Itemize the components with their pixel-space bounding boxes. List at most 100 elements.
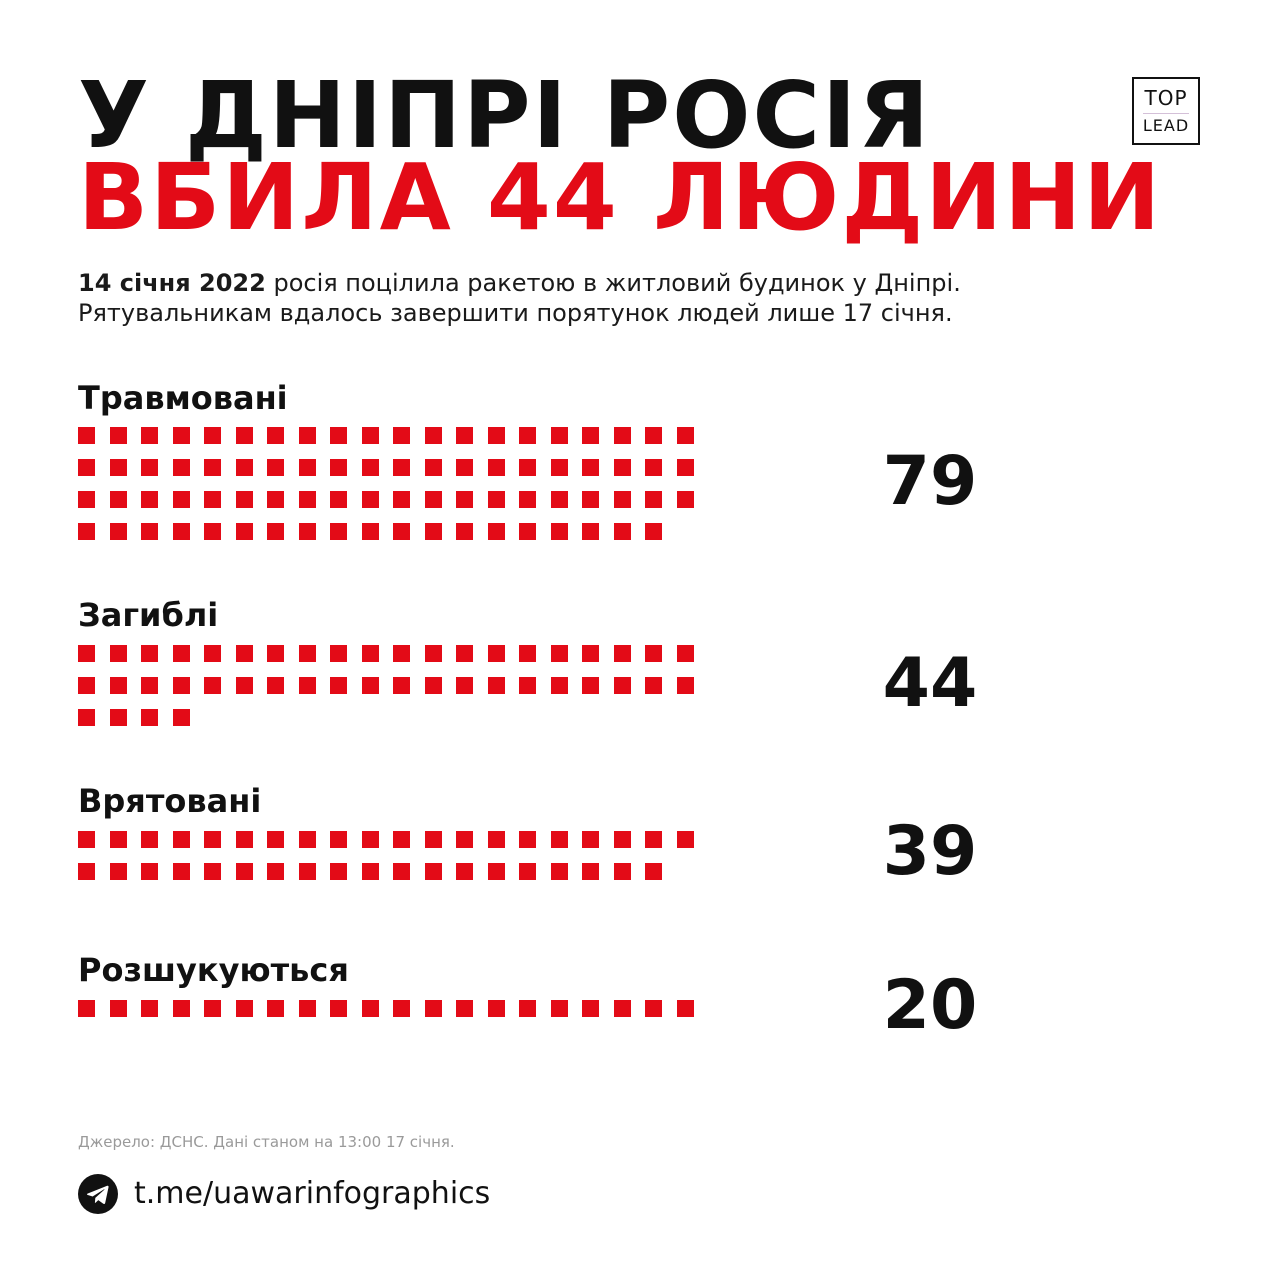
- waffle-square: [172, 709, 190, 726]
- waffle-square: [172, 1000, 190, 1017]
- waffle-square: [393, 427, 410, 444]
- waffle-square: [235, 459, 253, 476]
- waffle-square: [267, 491, 284, 508]
- waffle-square: [267, 459, 284, 476]
- waffle-square: [109, 863, 127, 880]
- waffle-square: [141, 831, 158, 848]
- waffle-square: [456, 427, 473, 444]
- title-line-1: У ДНІПРІ РОСІЯ: [78, 62, 932, 169]
- waffle-square: [550, 831, 568, 848]
- waffle-square: [550, 863, 568, 880]
- waffle-square: [235, 645, 253, 662]
- waffle-square: [645, 645, 662, 662]
- value-rescued: 39: [882, 812, 978, 891]
- waffle-square: [141, 677, 158, 694]
- category-label-injured: Травмовані: [78, 379, 288, 417]
- waffle-square: [109, 491, 127, 508]
- waffle-square: [204, 427, 221, 444]
- waffle-square: [424, 523, 442, 540]
- waffle-square: [676, 459, 694, 476]
- waffle-square: [109, 427, 127, 444]
- waffle-square: [141, 459, 158, 476]
- logo-top-text: TOP: [1144, 86, 1188, 110]
- waffle-square: [582, 677, 599, 694]
- telegram-link[interactable]: t.me/uawarinfographics: [134, 1176, 491, 1211]
- waffle-square: [204, 459, 221, 476]
- waffle-square: [613, 1000, 631, 1017]
- waffle-square: [393, 831, 410, 848]
- waffle-square: [267, 831, 284, 848]
- waffle-square: [172, 831, 190, 848]
- waffle-square: [424, 1000, 442, 1017]
- waffle-square: [172, 427, 190, 444]
- waffle-square: [298, 1000, 316, 1017]
- waffle-square: [393, 645, 410, 662]
- waffle-square: [204, 863, 221, 880]
- logo-divider: [1143, 113, 1189, 114]
- value-missing: 20: [882, 966, 978, 1045]
- waffle-square: [172, 645, 190, 662]
- waffle-square: [613, 831, 631, 848]
- waffle-square: [550, 677, 568, 694]
- waffle-square: [613, 863, 631, 880]
- waffle-square: [204, 645, 221, 662]
- waffle-square: [424, 831, 442, 848]
- waffle-square: [487, 427, 505, 444]
- waffle-square: [141, 863, 158, 880]
- waffle-square: [235, 831, 253, 848]
- waffle-square: [267, 427, 284, 444]
- waffle-square: [78, 677, 95, 694]
- category-label-rescued: Врятовані: [78, 782, 262, 820]
- waffle-square: [172, 677, 190, 694]
- waffle-square: [361, 491, 379, 508]
- waffle-square: [613, 459, 631, 476]
- waffle-square: [267, 863, 284, 880]
- intro-rest: росія поцілила ракетою в житловий будино…: [265, 269, 961, 297]
- waffle-square: [78, 1000, 95, 1017]
- waffle-square: [676, 491, 694, 508]
- waffle-square: [78, 709, 95, 726]
- waffle-square: [78, 459, 95, 476]
- title-line-2: ВБИЛА 44 ЛЮДИНИ: [78, 144, 1163, 251]
- waffle-square: [109, 523, 127, 540]
- waffle-square: [487, 459, 505, 476]
- waffle-square: [676, 831, 694, 848]
- waffle-square: [361, 1000, 379, 1017]
- waffle-square: [582, 427, 599, 444]
- waffle-square: [141, 491, 158, 508]
- waffle-square: [78, 491, 95, 508]
- waffle-square: [550, 427, 568, 444]
- waffle-square: [235, 491, 253, 508]
- waffle-square: [393, 677, 410, 694]
- waffle-square: [456, 459, 473, 476]
- waffle-square: [267, 523, 284, 540]
- waffle-square: [393, 491, 410, 508]
- waffle-square: [78, 831, 95, 848]
- waffle-square: [267, 1000, 284, 1017]
- waffle-square: [582, 523, 599, 540]
- waffle-square: [267, 645, 284, 662]
- waffle-square: [676, 1000, 694, 1017]
- waffle-square: [582, 831, 599, 848]
- intro-line-2: Рятувальникам вдалось завершити порятуно…: [78, 299, 953, 327]
- waffle-square: [235, 523, 253, 540]
- waffle-square: [361, 645, 379, 662]
- intro-date: 14 січня 2022: [78, 269, 266, 297]
- waffle-square: [235, 427, 253, 444]
- waffle-square: [172, 523, 190, 540]
- waffle-square: [676, 645, 694, 662]
- waffle-square: [172, 491, 190, 508]
- waffle-square: [78, 645, 95, 662]
- intro-text: 14 січня 2022 росія поцілила ракетою в ж…: [78, 268, 961, 328]
- waffle-square: [109, 709, 127, 726]
- waffle-square: [676, 427, 694, 444]
- waffle-square: [487, 523, 505, 540]
- waffle-square: [645, 459, 662, 476]
- waffle-square: [645, 863, 662, 880]
- waffle-square: [487, 1000, 505, 1017]
- waffle-square: [78, 863, 95, 880]
- waffle-square: [645, 677, 662, 694]
- waffle-square: [519, 863, 536, 880]
- waffle-square: [361, 677, 379, 694]
- waffle-square: [235, 863, 253, 880]
